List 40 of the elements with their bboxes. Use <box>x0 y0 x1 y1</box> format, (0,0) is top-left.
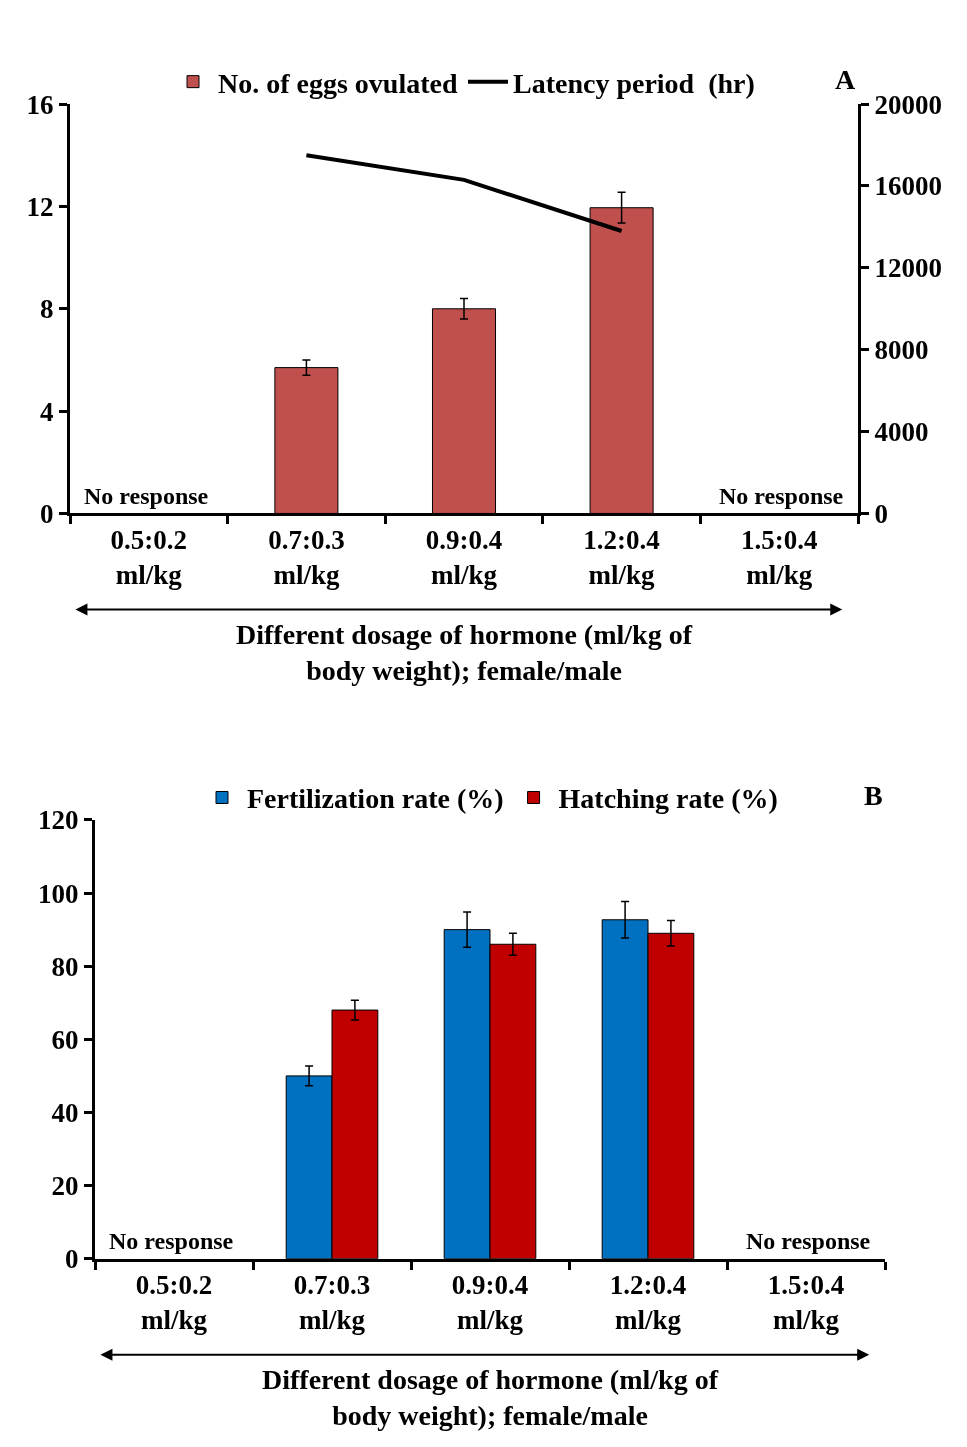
y2-tick-label: 8000 <box>874 335 929 366</box>
y2-tick-label: 20000 <box>874 89 942 120</box>
y-tick-label: 40 <box>51 1097 79 1128</box>
x-tick-label: 0.5:0.2 ml/kg <box>135 1270 213 1336</box>
y2-tick-label: 16000 <box>874 171 942 202</box>
x-tick-label: 0.7:0.3 ml/kg <box>268 524 345 590</box>
chart-title: A <box>835 64 856 95</box>
y2-tick-label: 12000 <box>874 253 942 284</box>
y-tick-label: 16 <box>26 89 54 120</box>
x-tick-label: 1.2:0.4 ml/kg <box>609 1270 687 1336</box>
legend-label: Latency period (hr) <box>512 67 755 99</box>
x-axis-title: Different dosage of hormone (ml/kg of body weight); female/male <box>236 619 693 687</box>
y-tick-label: 100 <box>38 878 79 909</box>
legend-label: Fertilization rate (%) <box>247 783 504 815</box>
y-tick-label: 8 <box>40 294 54 325</box>
y-tick-label: 12 <box>26 191 54 222</box>
x-tick-label: 0.9:0.4 ml/kg <box>451 1270 529 1336</box>
y-tick-label: 20 <box>51 1171 79 1201</box>
legend-label: Hatching rate (%) <box>558 783 778 815</box>
x-tick-label: 1.5:0.4 ml/kg <box>767 1270 845 1336</box>
x-tick-label: 0.5:0.2 ml/kg <box>110 524 188 590</box>
y-tick-label: 4 <box>40 396 54 427</box>
x-axis-title: Different dosage of hormone (ml/kg of body weight); female/male <box>262 1364 719 1432</box>
legend-label: No. of eggs ovulated <box>218 67 458 99</box>
y-tick-label: 120 <box>38 805 79 836</box>
annotation: No response <box>746 1228 871 1254</box>
x-tick-label: 1.5:0.4 ml/kg <box>740 524 818 590</box>
x-tick-label: 0.9:0.4 ml/kg <box>425 524 503 590</box>
annotation: No response <box>84 483 209 509</box>
x-tick-label: 0.7:0.3 ml/kg <box>293 1270 371 1336</box>
y2-tick-label: 4000 <box>874 417 929 448</box>
y-tick-label: 0 <box>65 1244 79 1275</box>
annotation: No response <box>719 483 844 509</box>
annotation: No response <box>109 1228 234 1254</box>
y-tick-label: 80 <box>51 951 79 982</box>
x-tick-label: 1.2:0.4 ml/kg <box>583 524 660 590</box>
y2-tick-label: 0 <box>874 498 888 529</box>
y-tick-label: 0 <box>40 498 54 529</box>
y-tick-label: 60 <box>51 1024 79 1055</box>
chart-title: B <box>864 780 883 811</box>
